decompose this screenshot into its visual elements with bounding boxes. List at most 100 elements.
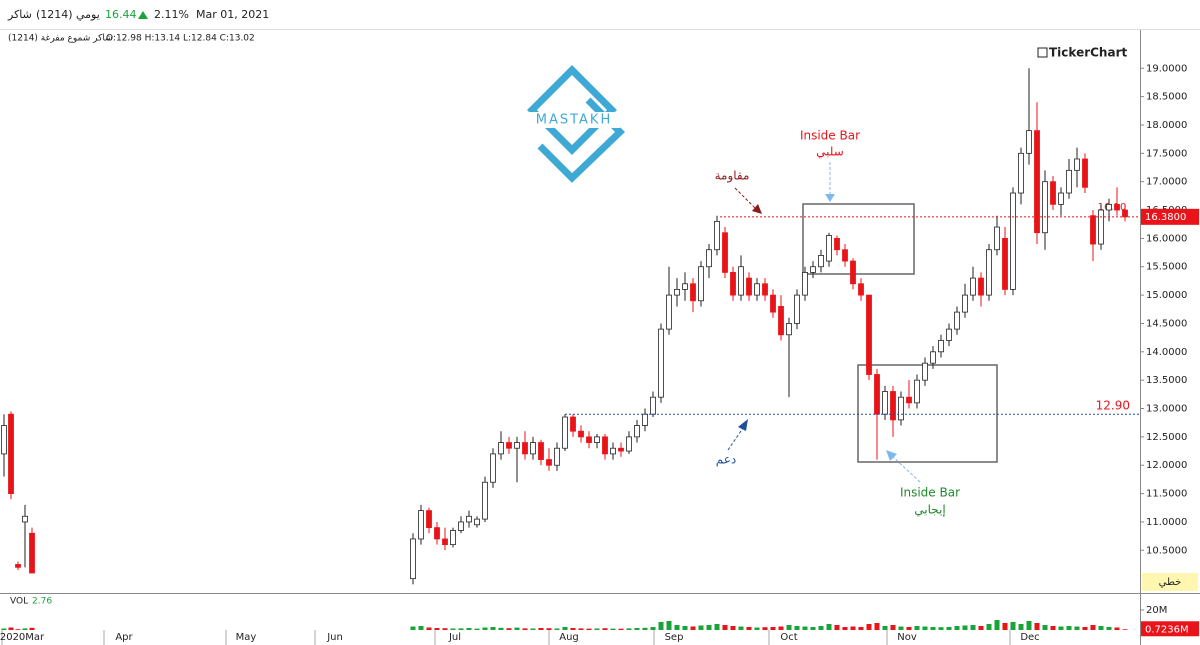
y-tick-label: 11.0000 <box>1146 517 1187 528</box>
date: Mar 01, 2021 <box>196 8 269 21</box>
volume-bar <box>658 622 664 630</box>
candle-body <box>778 306 784 336</box>
volume-bar <box>850 626 856 630</box>
candle-body <box>874 374 880 415</box>
y-tick-label: 12.5000 <box>1146 432 1187 443</box>
toolbar <box>0 0 1200 30</box>
volume-label: VOL <box>10 597 28 607</box>
x-tick-label: 2020Mar <box>0 632 45 643</box>
volume-bar <box>482 627 488 630</box>
candle-body <box>930 351 936 364</box>
volume-bar <box>1034 623 1040 630</box>
candle-body <box>842 249 848 262</box>
arrow-head <box>738 419 748 431</box>
volume-bar <box>1098 626 1104 630</box>
candle-body <box>834 237 840 251</box>
arrow <box>891 455 921 483</box>
y-tick-label: 18.5000 <box>1146 92 1187 103</box>
logo-band <box>528 112 620 128</box>
volume-bar <box>874 623 880 630</box>
candle-body <box>754 283 760 296</box>
annotation: Inside Bar <box>800 129 860 143</box>
candle-body <box>1066 169 1072 194</box>
series-name: شاكر شموع مفرغة (1214) <box>8 34 113 44</box>
candle-body <box>1050 181 1056 205</box>
x-tick-label: Aug <box>559 632 579 643</box>
volume-bar <box>722 625 728 630</box>
volume-bar <box>930 627 936 630</box>
candle-body <box>1042 181 1048 234</box>
candle-body <box>826 235 832 262</box>
volume-bar <box>1106 627 1112 630</box>
y-tick-label: 16.0000 <box>1146 233 1187 244</box>
y-tick-label: 13.5000 <box>1146 375 1187 386</box>
volume-bar <box>514 627 520 630</box>
volume-bar <box>706 625 712 630</box>
candle-body <box>642 413 648 426</box>
candle-body <box>1098 209 1104 245</box>
candle-body <box>634 425 640 438</box>
candle-body <box>594 436 600 443</box>
volume-bar <box>1026 621 1032 630</box>
volume-bar <box>546 628 552 630</box>
x-tick-label: May <box>236 632 257 643</box>
volume-bar <box>602 628 608 630</box>
volume-bar <box>666 621 672 630</box>
candle-body <box>1010 192 1016 290</box>
candle-body <box>450 530 456 546</box>
candle-body <box>674 289 680 296</box>
candle-body <box>906 396 912 404</box>
volume-bar <box>882 626 888 630</box>
volume-bar <box>626 628 632 630</box>
volume-bar <box>1082 627 1088 630</box>
candle-body <box>538 442 544 460</box>
candle-body <box>546 459 552 466</box>
candle-body <box>706 249 712 268</box>
y-tick-label: 17.0000 <box>1146 177 1187 188</box>
style-badge <box>1142 573 1198 591</box>
candle-body <box>738 266 744 296</box>
volume-bar <box>498 627 504 630</box>
brand: TickerChart <box>1049 46 1127 60</box>
candle-body <box>610 447 616 455</box>
volume-bar <box>906 627 912 630</box>
y-tick-label: 13.0000 <box>1146 404 1187 415</box>
candle-body <box>818 255 824 268</box>
candle-body <box>978 277 984 296</box>
volume-bar <box>898 626 904 630</box>
volume-bar <box>746 627 752 630</box>
volume-bar <box>842 627 848 630</box>
volume-bar <box>994 620 1000 630</box>
volume-tag <box>1141 621 1199 637</box>
change: 2.11% <box>154 8 189 21</box>
volume-bar <box>762 627 768 630</box>
arrow <box>727 427 744 451</box>
candle-body <box>794 294 800 324</box>
candle-body <box>562 416 568 449</box>
candle-body <box>1114 203 1120 211</box>
x-tick-label: Apr <box>115 632 133 643</box>
y-tick-label: 12.0000 <box>1146 460 1187 471</box>
volume-bar <box>858 627 864 630</box>
volume-bar <box>538 628 544 630</box>
period: يومي <box>76 8 100 21</box>
candle-body <box>786 323 792 336</box>
volume-bar <box>770 627 776 630</box>
volume-bar <box>1066 626 1072 630</box>
candle-body <box>714 220 720 251</box>
candle-body <box>1122 209 1128 218</box>
candle-body <box>8 413 14 494</box>
volume-bar <box>522 628 528 630</box>
volume-tick-label: 20M <box>1146 605 1167 616</box>
candle-body <box>954 311 960 330</box>
volume-bar <box>866 624 872 630</box>
candle-body <box>618 447 624 452</box>
y-tick-label: 15.5000 <box>1146 262 1187 273</box>
candle-body <box>746 277 752 296</box>
volume-tag-label: 0.7236M <box>1145 624 1189 635</box>
candle-body <box>482 481 488 520</box>
candle-body <box>882 391 888 415</box>
volume-bar <box>554 628 560 630</box>
volume-bar <box>450 628 456 630</box>
volume-bar <box>22 628 28 630</box>
